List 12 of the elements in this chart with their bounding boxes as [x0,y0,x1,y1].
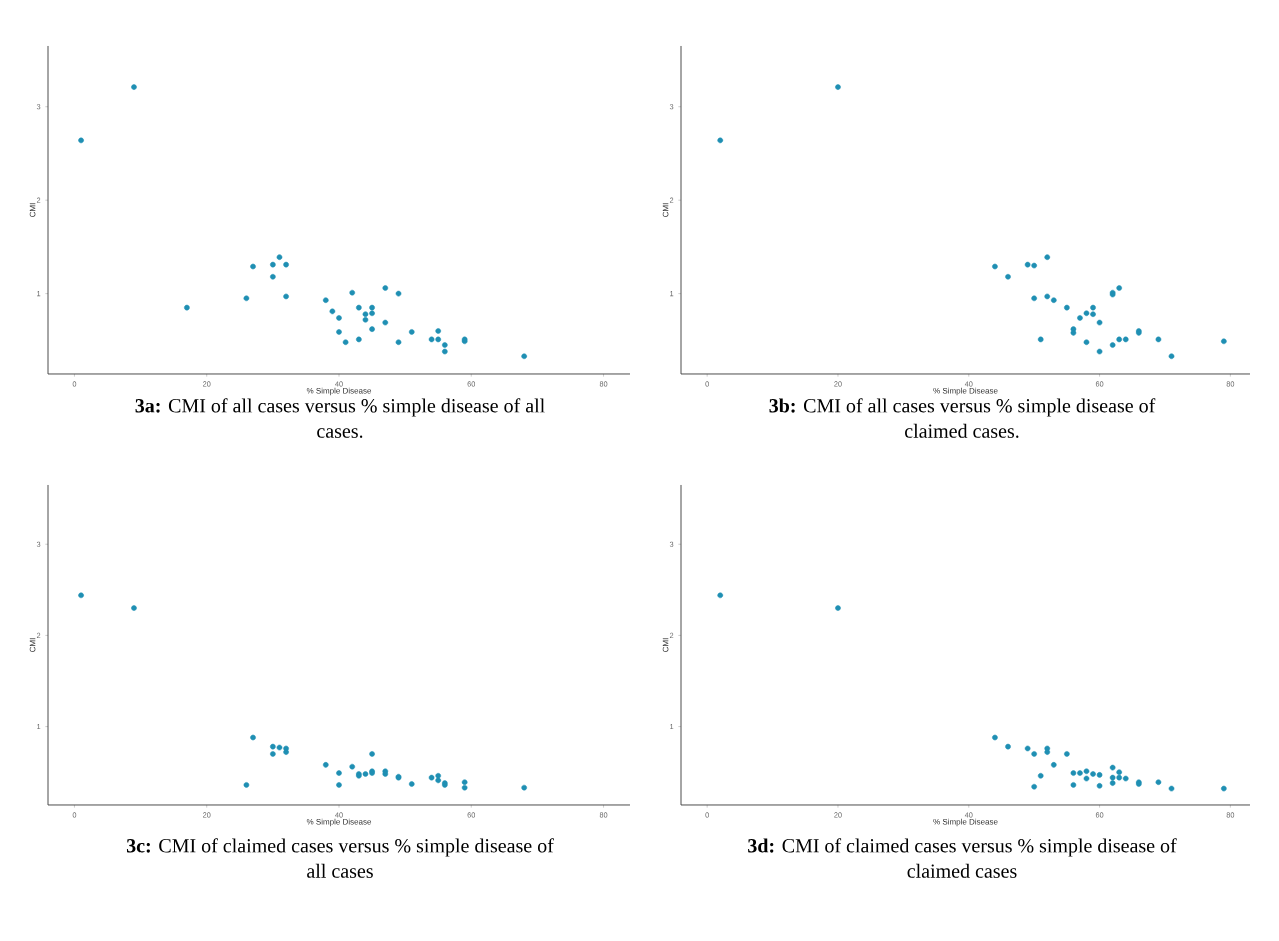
x-axis-title: % Simple Disease [306,818,372,827]
y-axis-title: CMI [662,638,669,652]
x-axis-title: % Simple Disease [933,818,998,827]
text: 3c: CMI of claimed cases versus % simple disease of all cases [126,838,554,878]
x-axis-title: % Simple Disease [306,387,372,396]
y-axis-title: CMI [29,638,36,652]
text: 3d: CMI of claimed cases versus % simple disease of claimed cases [748,838,1177,878]
text: 3b: CMI of all cases versus % simple disease of claimed cases. [769,398,1156,438]
x-axis-title: % Simple Disease [933,387,998,396]
text: 3a: CMI of all cases versus % simple disease of all cases. [135,398,545,438]
y-axis-title: CMI [662,203,669,217]
y-axis-title: CMI [29,203,36,217]
